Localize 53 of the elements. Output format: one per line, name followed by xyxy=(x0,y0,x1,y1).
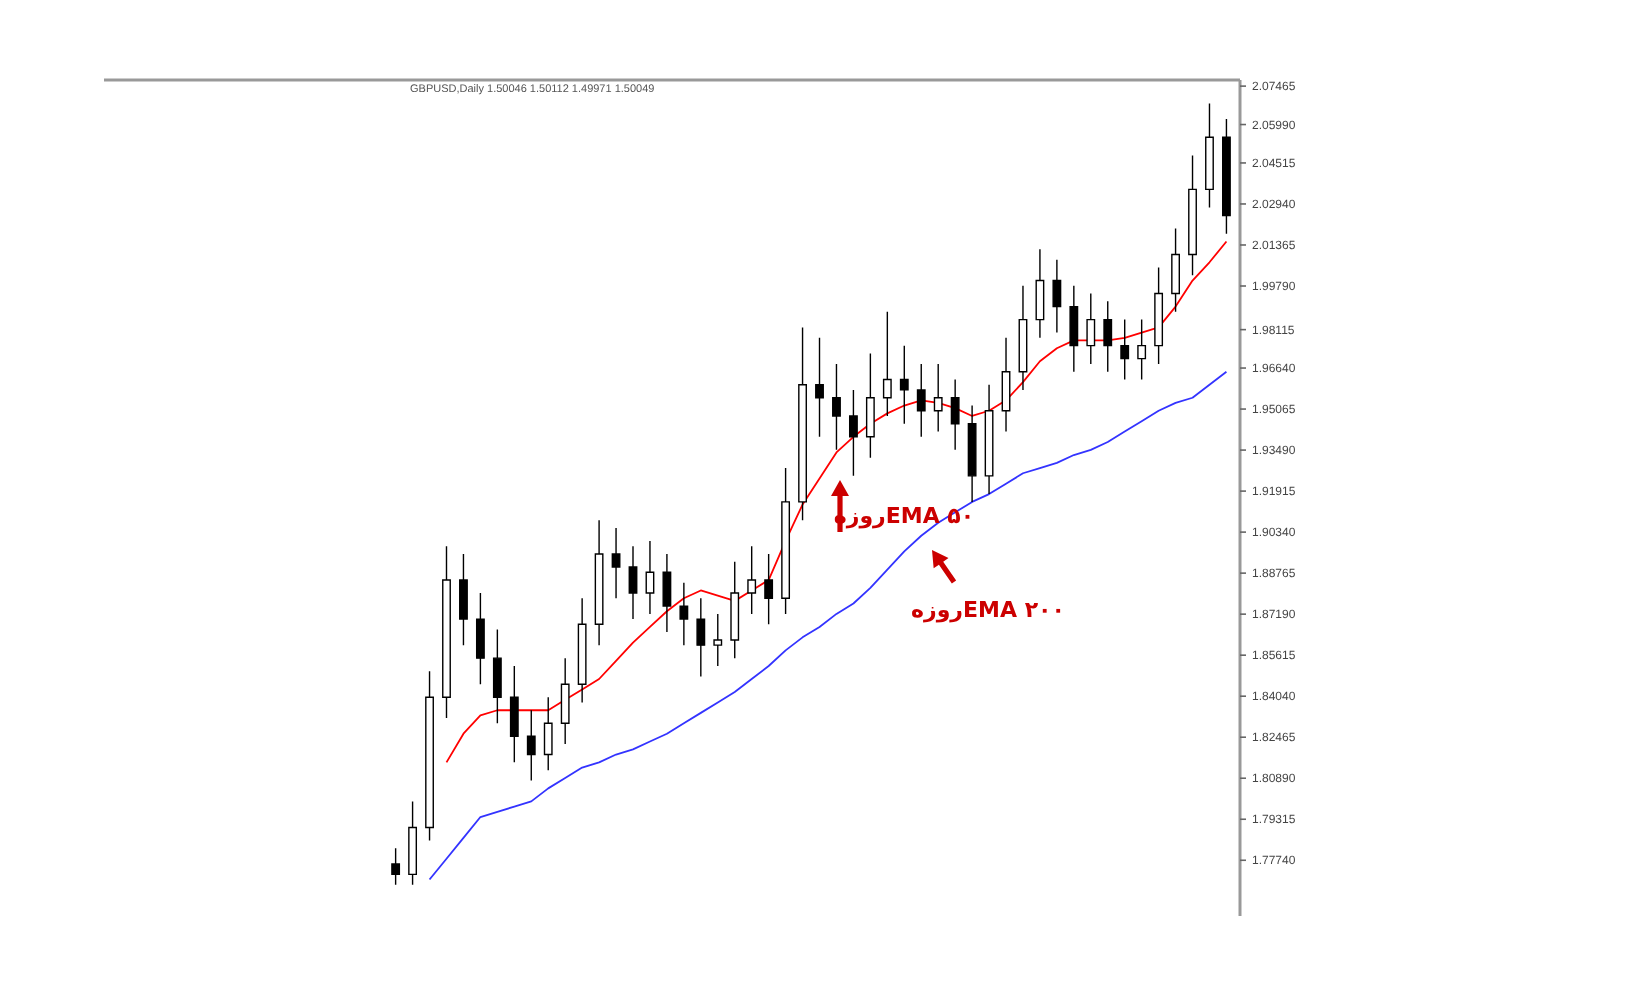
candlestick xyxy=(984,384,994,495)
candlestick xyxy=(916,363,926,438)
candlestick xyxy=(1154,266,1164,365)
line-series xyxy=(428,370,1228,881)
line-series xyxy=(445,240,1228,764)
candlestick xyxy=(1001,337,1011,433)
candlestick xyxy=(594,519,604,646)
candlestick xyxy=(1069,285,1079,373)
candlestick xyxy=(1086,292,1096,365)
candlestick xyxy=(509,665,519,764)
candlestick xyxy=(662,553,672,633)
candlestick xyxy=(899,344,909,425)
candlestick xyxy=(492,628,502,724)
candlestick xyxy=(764,553,774,626)
candlestick xyxy=(459,553,468,646)
candlestick xyxy=(933,363,943,433)
candlestick xyxy=(747,545,757,615)
candlestick xyxy=(1137,318,1147,381)
candlestick xyxy=(798,326,807,521)
candlestick xyxy=(815,337,824,438)
candlestick xyxy=(713,613,723,667)
candlestick xyxy=(560,657,570,745)
candlestick xyxy=(628,545,638,620)
candlestick xyxy=(950,378,960,451)
candlestick xyxy=(1205,102,1214,209)
candlestick xyxy=(391,847,401,886)
candlestick xyxy=(425,670,434,842)
candlestick xyxy=(475,592,485,685)
candlestick xyxy=(1103,300,1113,373)
candlestick xyxy=(832,363,841,451)
candlestick xyxy=(645,540,655,615)
candlestick xyxy=(679,581,689,646)
candlestick xyxy=(1188,154,1197,277)
candlestick xyxy=(967,404,977,503)
candlestick xyxy=(696,597,706,678)
candlestick xyxy=(882,311,892,417)
candlestick xyxy=(1222,118,1231,235)
candlestick xyxy=(526,709,536,782)
candlestick xyxy=(730,561,740,659)
candlestick xyxy=(865,352,875,459)
candlestick xyxy=(543,696,553,771)
candlestick xyxy=(611,527,621,599)
candlestick xyxy=(1120,318,1130,381)
candlestick xyxy=(577,597,587,704)
candlestick xyxy=(781,467,791,615)
candlestick xyxy=(1052,259,1062,334)
annotation: EMA ۲۰۰روزه xyxy=(911,597,1065,623)
candlestick xyxy=(1018,285,1028,391)
candlestick xyxy=(408,800,418,886)
candlestick xyxy=(1035,248,1045,339)
candlestick xyxy=(848,389,858,477)
candlestick xyxy=(1171,227,1180,313)
candlestick xyxy=(442,545,451,719)
